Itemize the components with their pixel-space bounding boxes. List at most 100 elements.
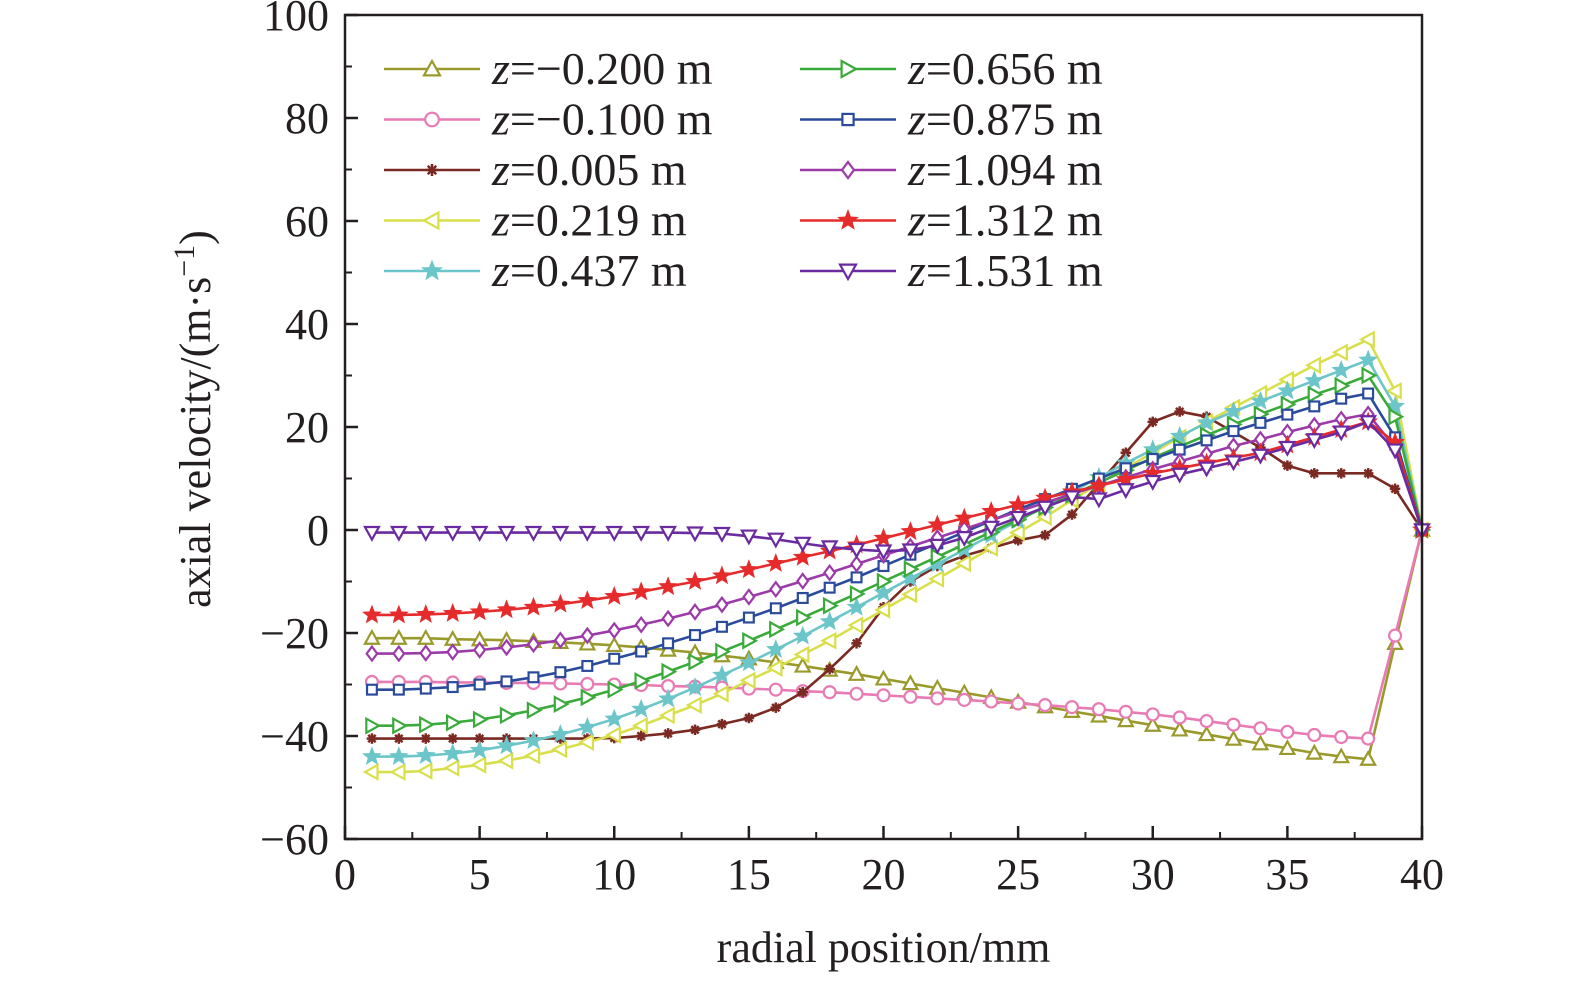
data-point	[876, 572, 893, 591]
data-point	[901, 585, 918, 604]
data-point	[793, 645, 810, 664]
data-point	[1385, 382, 1402, 400]
data-point	[526, 635, 541, 654]
legend-item: z=1.094 m	[800, 144, 1103, 195]
data-point	[1172, 710, 1187, 725]
data-point	[1116, 711, 1135, 728]
data-point	[715, 642, 732, 661]
y-tick-label: 100	[263, 0, 329, 40]
y-tick-label: 80	[285, 94, 329, 143]
data-point	[499, 706, 516, 725]
legend-item: z=−0.200 m	[384, 43, 713, 94]
data-point	[1334, 729, 1349, 745]
data-point	[635, 645, 648, 658]
data-point	[1305, 743, 1324, 760]
data-point	[605, 636, 624, 653]
data-point	[605, 525, 624, 542]
legend-item: z=0.875 m	[800, 94, 1103, 145]
x-tick-label: 10	[592, 850, 636, 899]
legend: z=−0.200 mz=−0.100 mz=0.005 mz=0.219 mz=…	[384, 43, 1103, 296]
data-point	[1359, 749, 1378, 766]
legend-item: z=0.656 m	[800, 43, 1103, 94]
data-point	[1011, 696, 1026, 711]
series-line	[371, 420, 1424, 617]
data-point	[443, 759, 460, 777]
data-point	[712, 565, 732, 585]
data-point	[712, 684, 729, 703]
data-point	[1147, 416, 1158, 428]
data-point	[580, 626, 594, 645]
data-point	[742, 631, 759, 650]
data-point	[1362, 387, 1375, 400]
data-point	[1254, 416, 1267, 429]
data-point	[500, 675, 513, 688]
data-point	[580, 676, 595, 692]
data-point	[820, 540, 839, 557]
data-point	[689, 724, 701, 736]
data-point	[957, 692, 972, 707]
data-point	[822, 596, 839, 615]
x-tick-label: 35	[1265, 850, 1309, 899]
data-point	[607, 621, 621, 640]
data-point	[796, 591, 809, 604]
data-point	[362, 746, 382, 766]
data-point	[497, 751, 514, 770]
data-point	[824, 663, 835, 675]
data-point	[841, 112, 855, 127]
legend-label-var: z	[907, 43, 926, 94]
data-point	[797, 686, 808, 698]
legend-label: z=0.437 m	[491, 245, 687, 296]
data-point	[873, 527, 894, 547]
data-point	[553, 695, 570, 713]
data-point	[1389, 483, 1401, 495]
data-point	[631, 716, 648, 735]
legend-label-var: z	[907, 94, 926, 145]
data-point	[1278, 739, 1297, 756]
data-point	[1170, 720, 1189, 737]
data-point	[770, 702, 782, 713]
data-point	[1305, 356, 1322, 375]
data-point	[1331, 343, 1348, 362]
data-point	[849, 584, 866, 603]
data-point	[768, 682, 783, 697]
legend-label-value: =1.312 m	[926, 195, 1103, 246]
data-point	[689, 629, 702, 642]
data-point	[838, 263, 858, 282]
data-point	[849, 686, 864, 701]
legend-label: z=−0.200 m	[491, 43, 713, 94]
legend-item: z=−0.100 m	[384, 94, 713, 145]
data-point	[424, 111, 440, 128]
data-point	[581, 659, 594, 672]
data-point	[415, 745, 436, 764]
data-point	[631, 581, 652, 601]
data-point	[1359, 415, 1378, 432]
data-point	[365, 644, 379, 663]
data-point	[632, 525, 651, 542]
legend-label: z=1.531 m	[907, 245, 1103, 296]
data-point	[607, 680, 624, 699]
legend-label: z=1.094 m	[907, 144, 1103, 195]
data-point	[527, 671, 540, 684]
data-point	[766, 532, 785, 549]
legend-label: z=0.656 m	[907, 43, 1103, 94]
data-point	[554, 666, 567, 679]
data-point	[742, 611, 755, 624]
data-point	[392, 683, 405, 696]
legend-label-value: =−0.200 m	[510, 43, 713, 94]
data-point	[392, 644, 406, 663]
x-tick-label: 40	[1400, 850, 1444, 899]
data-point	[1251, 448, 1270, 465]
legend-label-var: z	[491, 43, 510, 94]
data-point	[1224, 729, 1243, 746]
data-point	[846, 596, 867, 616]
data-point	[1335, 392, 1348, 405]
data-point	[662, 728, 674, 739]
data-point	[634, 615, 648, 634]
data-point	[822, 685, 837, 700]
data-point	[658, 576, 678, 596]
data-point	[604, 586, 625, 605]
data-point	[523, 730, 544, 750]
legend-label-value: =0.656 m	[926, 43, 1103, 94]
data-point	[840, 59, 859, 79]
data-point	[388, 746, 409, 766]
